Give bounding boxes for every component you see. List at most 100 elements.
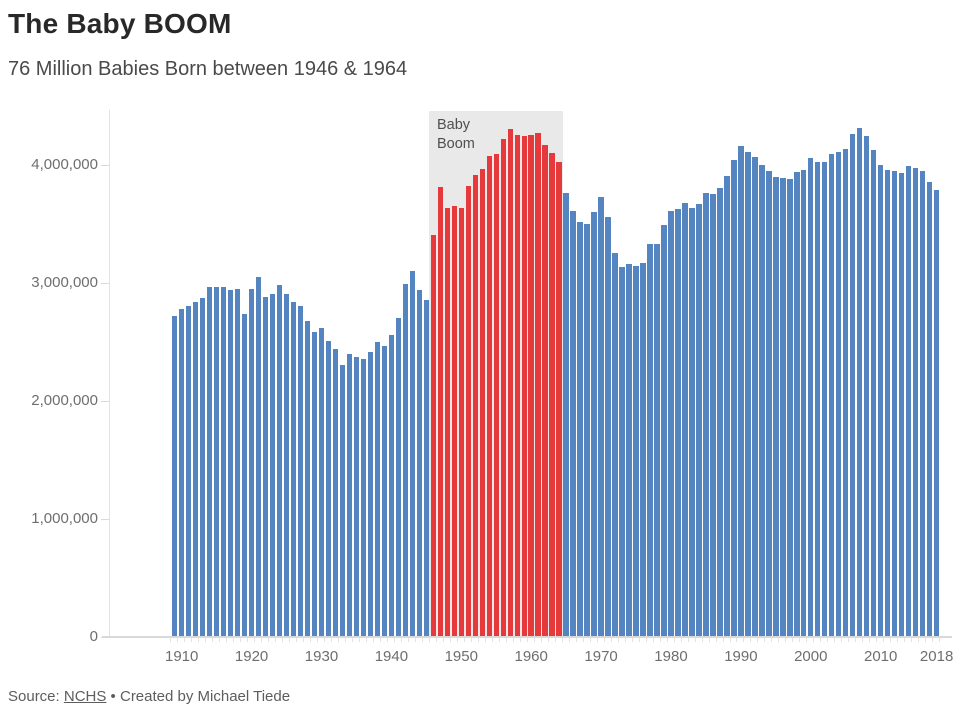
x-tick xyxy=(519,637,521,642)
x-tick xyxy=(575,637,577,642)
bar-2000 xyxy=(808,158,814,637)
bar-2005 xyxy=(843,148,849,637)
x-tick xyxy=(708,637,710,642)
x-tick xyxy=(925,637,927,642)
bar-2002 xyxy=(822,162,828,637)
bar-1928 xyxy=(304,321,311,637)
bar-2018 xyxy=(933,189,940,637)
x-tick xyxy=(610,637,612,642)
x-tick xyxy=(918,637,920,642)
bar-1973 xyxy=(619,266,625,637)
bar-1966 xyxy=(570,211,576,637)
bar-1913 xyxy=(199,298,206,637)
bar-2011 xyxy=(884,170,891,637)
x-tick xyxy=(764,637,766,642)
x-tick xyxy=(282,637,284,642)
x-tick xyxy=(841,637,843,642)
bar-1984 xyxy=(696,204,702,637)
bar-1980 xyxy=(668,210,674,637)
bar-1945 xyxy=(423,299,430,637)
x-tick-label: 1950 xyxy=(444,648,478,665)
bar-1924 xyxy=(276,285,283,637)
x-tick xyxy=(855,637,857,642)
bar-1909 xyxy=(172,316,178,637)
source-link[interactable]: NCHS xyxy=(63,688,107,705)
x-tick xyxy=(554,637,556,642)
x-tick xyxy=(247,637,249,642)
x-tick xyxy=(904,637,906,642)
x-tick xyxy=(310,637,312,642)
bar-1951 xyxy=(465,185,471,637)
x-tick xyxy=(736,637,738,642)
highlight-band-label: Baby Boom xyxy=(437,117,475,152)
bar-1957 xyxy=(507,128,513,637)
bar-1997 xyxy=(787,179,793,637)
x-tick xyxy=(743,637,745,642)
x-tick xyxy=(331,637,333,642)
x-tick xyxy=(638,637,640,642)
x-tick xyxy=(547,637,549,642)
x-tick xyxy=(268,637,270,642)
x-axis-baseline xyxy=(102,636,952,638)
x-tick xyxy=(666,637,668,642)
x-tick xyxy=(673,637,675,642)
y-tick-label: 4,000,000 xyxy=(31,156,98,173)
y-tick xyxy=(101,401,109,402)
x-tick-label: 2018 xyxy=(919,648,954,665)
x-tick-label: 1930 xyxy=(304,648,339,665)
bar-1919 xyxy=(241,313,248,637)
x-tick xyxy=(505,637,507,642)
x-tick xyxy=(750,637,752,642)
bar-1967 xyxy=(577,221,583,637)
x-tick xyxy=(603,637,605,642)
x-tick xyxy=(631,637,633,642)
x-tick xyxy=(275,637,277,642)
bar-1996 xyxy=(780,177,786,637)
bar-1974 xyxy=(626,264,632,637)
bar-1978 xyxy=(654,243,660,637)
bar-1999 xyxy=(801,169,807,637)
bar-1971 xyxy=(605,217,611,637)
x-tick xyxy=(659,637,661,642)
bar-1975 xyxy=(633,266,639,637)
x-tick xyxy=(701,637,703,642)
bar-1994 xyxy=(766,170,772,637)
y-tick-label: 2,000,000 xyxy=(31,392,98,409)
x-tick-label: 2000 xyxy=(794,648,828,665)
y-tick xyxy=(101,519,109,520)
x-tick-label: 1970 xyxy=(584,648,618,665)
x-tick xyxy=(582,637,584,642)
bar-1929 xyxy=(311,332,318,637)
x-tick xyxy=(359,637,361,642)
x-tick xyxy=(848,637,850,642)
x-tick-label: 1960 xyxy=(514,648,548,665)
x-tick xyxy=(624,637,626,642)
x-tick xyxy=(226,637,228,642)
bar-1948 xyxy=(444,207,450,637)
bar-1979 xyxy=(661,224,667,637)
x-tick xyxy=(596,637,598,642)
bar-1941 xyxy=(395,318,402,637)
page-title: The Baby BOOM xyxy=(8,8,232,39)
bar-1910 xyxy=(178,309,185,637)
x-tick xyxy=(184,637,186,642)
bar-1962 xyxy=(542,145,548,637)
x-tick xyxy=(540,637,542,642)
x-tick xyxy=(303,637,305,642)
x-tick xyxy=(470,637,472,642)
bar-2015 xyxy=(912,167,919,637)
x-tick xyxy=(561,637,563,642)
x-tick xyxy=(261,637,263,642)
bar-1932 xyxy=(332,349,339,637)
bar-1993 xyxy=(759,165,765,637)
x-tick xyxy=(177,637,179,642)
bar-1961 xyxy=(535,133,541,637)
bar-1925 xyxy=(283,293,290,637)
bar-1981 xyxy=(675,208,681,637)
bar-1987 xyxy=(717,187,723,637)
x-tick xyxy=(435,637,437,642)
x-tick xyxy=(785,637,787,642)
bar-1990 xyxy=(738,146,744,637)
bar-1963 xyxy=(549,153,555,637)
x-tick xyxy=(456,637,458,642)
